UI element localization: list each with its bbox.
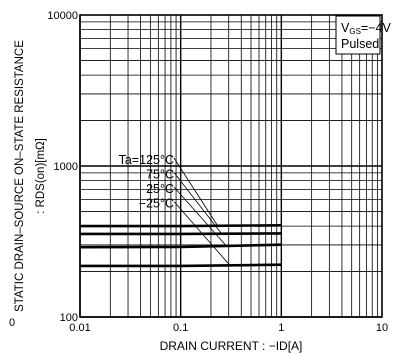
y-tick-label: 1000 (54, 161, 78, 173)
y-tick-label: 10000 (47, 10, 78, 22)
conditions-box: VGS=−4V Pulsed (335, 15, 391, 55)
series-leader (173, 172, 222, 234)
conditions-vgs-value: =−4V (361, 21, 392, 35)
series-leader (173, 157, 218, 226)
x-tick-label: 0.1 (173, 322, 188, 334)
svg-text:VGS=−4V: VGS=−4V (341, 21, 391, 36)
series-line (80, 263, 282, 268)
leader-lines (173, 157, 230, 265)
x-tick-labels: 0.01 0.1 1 10 (69, 322, 388, 334)
series-leader (173, 201, 230, 265)
series-line (80, 224, 282, 228)
series-labels: Ta=125°C75°C25°C−25°C (119, 153, 174, 211)
axis-corner-label: 0 (9, 317, 15, 329)
x-axis-title: DRAIN CURRENT : −ID[A] (160, 339, 303, 353)
y-tick-label: 100 (60, 312, 78, 324)
conditions-vgs: V (341, 21, 350, 35)
series-label: 25°C (146, 182, 174, 196)
conditions-vgs-sub: GS (349, 27, 361, 36)
y-tick-labels: 100 1000 10000 (47, 10, 78, 324)
series-leader (173, 186, 226, 246)
x-tick-label: 0.01 (69, 322, 90, 334)
series-line (80, 232, 282, 236)
conditions-pulsed: Pulsed (341, 37, 379, 51)
series-lines (79, 224, 282, 268)
x-tick-label: 1 (278, 322, 284, 334)
x-tick-label: 10 (376, 322, 388, 334)
y-axis-title-line2: : RDS(on)[mΩ] (35, 138, 47, 214)
series-label: 75°C (146, 168, 174, 182)
series-line (79, 243, 282, 249)
series-label: −25°C (139, 197, 174, 211)
series-label: Ta=125°C (119, 153, 174, 167)
plot-frame (79, 14, 383, 318)
y-axis-title-line1: STATIC DRAIN–SOURCE ON–STATE RESISTANCE (14, 40, 26, 312)
